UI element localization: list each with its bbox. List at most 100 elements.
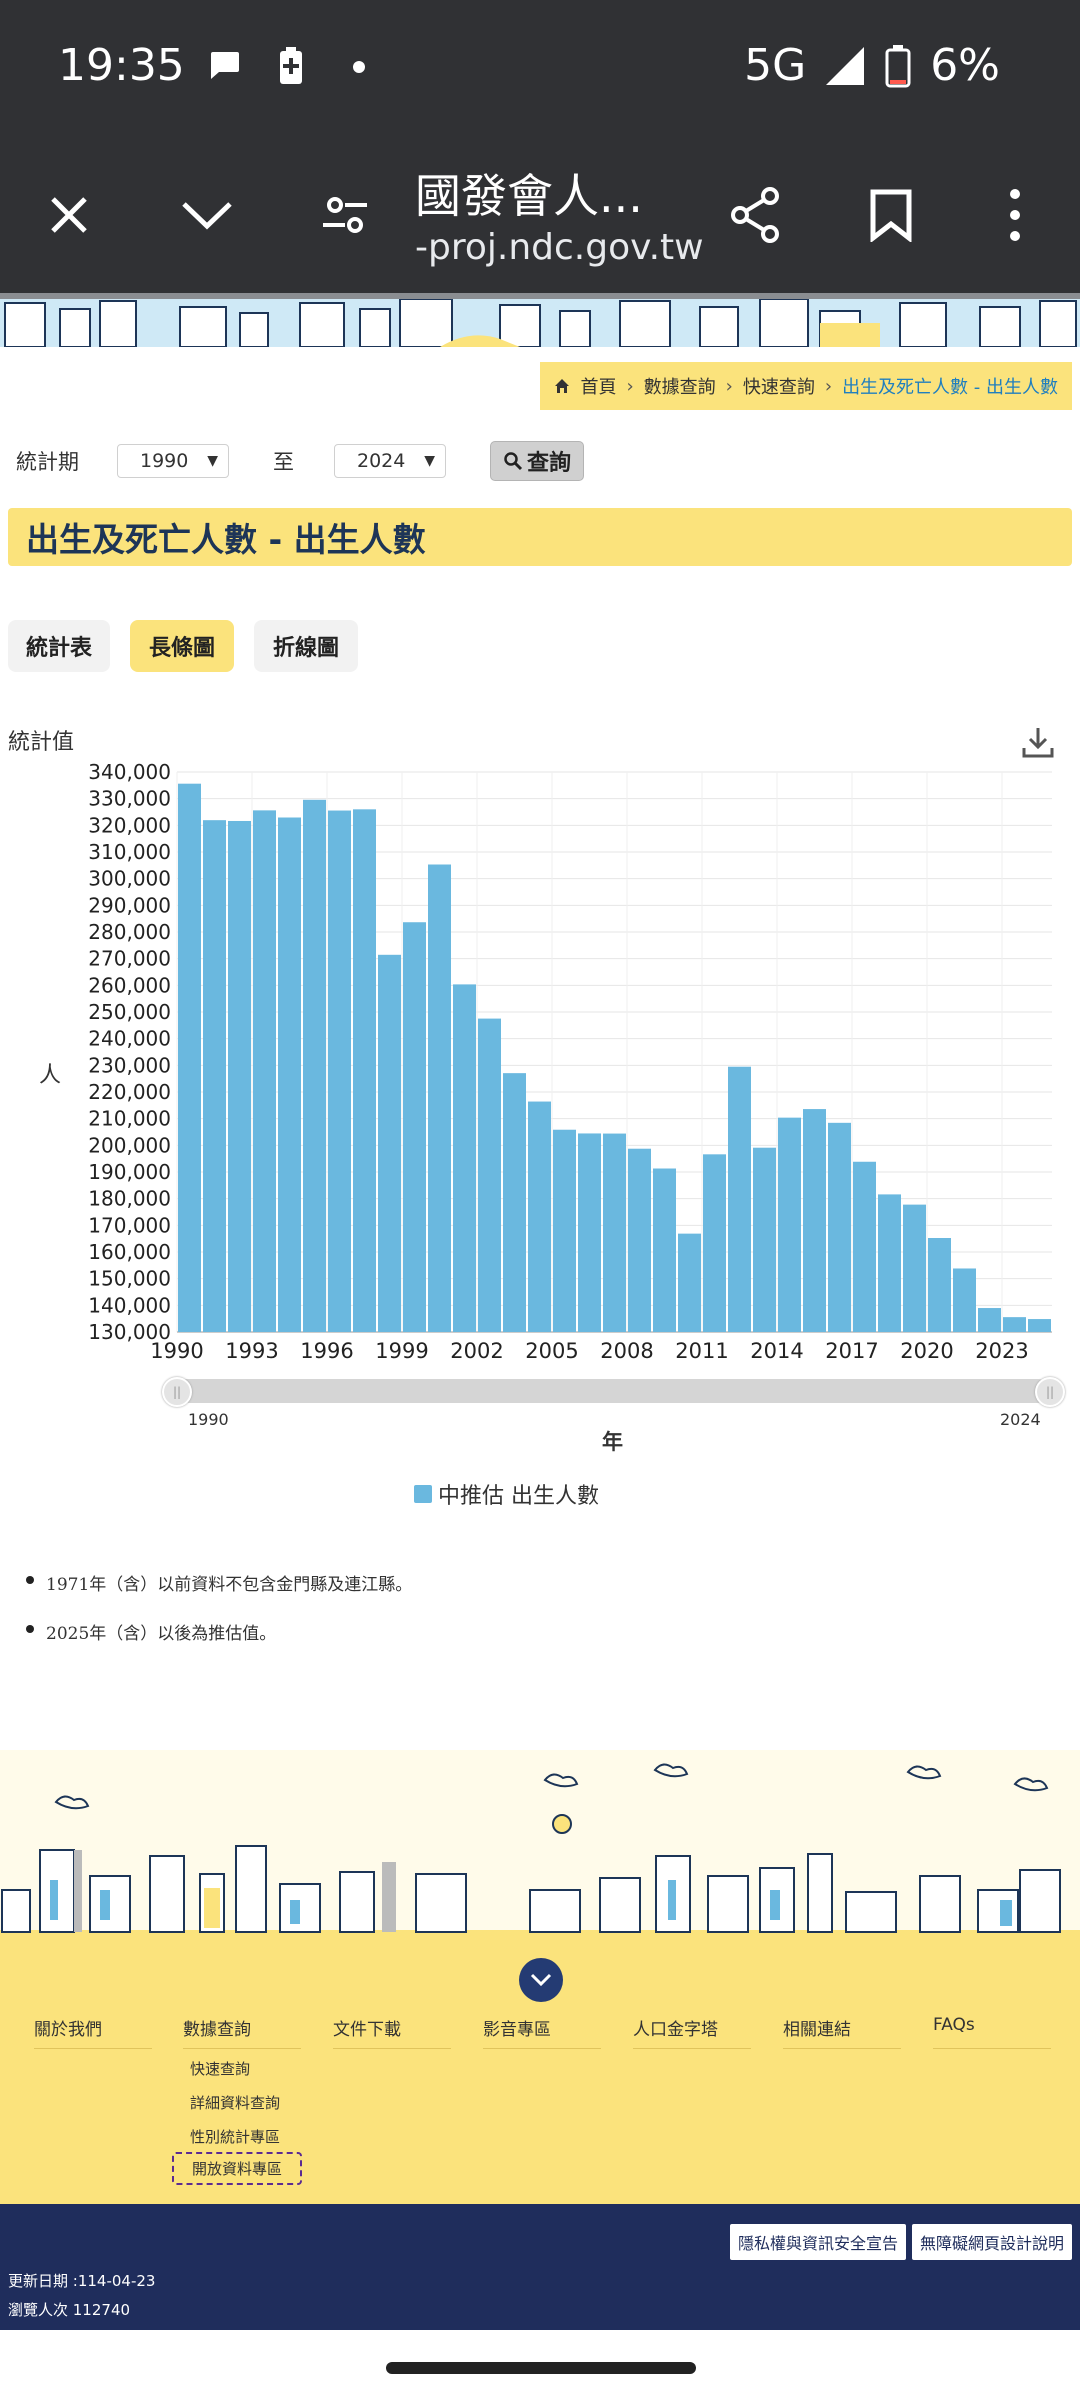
to-year-select[interactable]: 2024 ▼ [334,444,446,478]
bar-2008[interactable] [628,1148,651,1332]
bar-2006[interactable] [578,1133,601,1332]
y-tick-label: 180,000 [88,1187,171,1211]
footer-sub-detail-query[interactable]: 詳細資料查詢 [190,2094,281,2112]
bar-2012[interactable] [728,1066,751,1332]
bar-2000[interactable] [428,864,451,1332]
footer-link-download[interactable]: 文件下載 [333,2020,401,2040]
battery-saver-icon [280,47,302,84]
tab-bar-chart[interactable]: 長條圖 [130,620,234,672]
bar-2016[interactable] [828,1122,851,1332]
y-tick-label: 150,000 [88,1267,171,1291]
bar-2024[interactable] [1028,1319,1051,1332]
range-slider-max-handle[interactable]: || [1035,1377,1065,1407]
bar-2022[interactable] [978,1308,1001,1332]
bar-2018[interactable] [878,1194,901,1332]
bar-1998[interactable] [378,954,401,1332]
bar-2023[interactable] [1003,1317,1026,1332]
bar-1997[interactable] [353,809,376,1332]
status-bar: 19:35 5G 6% [0,0,1080,130]
footer-sub-open-data[interactable]: 開放資料專區 [172,2152,303,2185]
range-slider-track[interactable] [166,1379,1050,1403]
bar-1996[interactable] [328,810,351,1332]
dot-icon [353,61,365,73]
bar-1991[interactable] [203,820,226,1332]
breadcrumb-home[interactable]: 首頁 [580,377,617,398]
bar-2015[interactable] [803,1109,826,1332]
x-tick-label: 1993 [225,1339,278,1363]
download-icon[interactable] [1020,724,1056,760]
scroll-toggle-button[interactable] [519,1958,563,2002]
bar-1993[interactable] [253,810,276,1332]
footer-link-pyramid[interactable]: 人口金字塔 [633,2020,718,2040]
chevron-down-icon [530,1973,552,1987]
footer-sub-quick-query[interactable]: 快速查詢 [190,2060,251,2078]
bar-2020[interactable] [928,1238,951,1332]
footer-link-links[interactable]: 相關連結 [783,2020,851,2040]
bookmark-icon [870,189,912,242]
bar-1992[interactable] [228,820,251,1332]
query-button[interactable]: 查詢 [490,441,585,481]
legend-swatch [414,1485,432,1503]
footer-link-faqs[interactable]: FAQs [933,2015,975,2035]
bar-2002[interactable] [478,1018,501,1332]
close-icon [51,197,87,233]
x-axis-ticks: 1990 1993 1996 1999 2002 2005 2008 2011 2014 2017… [150,1339,1028,1363]
y-tick-label: 260,000 [88,973,171,997]
footer-link-media[interactable]: 影音專區 [483,2020,551,2040]
close-tab-button[interactable] [24,170,114,260]
footer-sub-gender-stats[interactable]: 性別統計專區 [190,2128,281,2146]
y-tick-label: 170,000 [88,1213,171,1237]
breadcrumb-quick-query[interactable]: 快速查詢 [742,377,815,398]
url-display[interactable]: -proj.ndc.gov.tw [415,227,704,268]
bar-2005[interactable] [553,1129,576,1332]
bar-2004[interactable] [528,1101,551,1332]
bar-2001[interactable] [453,984,476,1332]
from-year-select[interactable]: 1990 ▼ [117,444,229,478]
settings-tune-icon [323,197,367,233]
bar-1995[interactable] [303,799,326,1332]
query-row: 統計期 1990 ▼ 至 2024 ▼ 查詢 [4,438,585,484]
footer-link-data[interactable]: 數據查詢 [183,2020,251,2040]
page-title-tab[interactable]: 國發會人... [415,169,643,223]
x-tick-label: 2005 [525,1339,578,1363]
minimize-button[interactable] [162,170,252,260]
dropdown-arrow-icon: ▼ [207,453,218,469]
bar-2021[interactable] [953,1268,976,1332]
privacy-link[interactable]: 隱私權與資訊安全宣告 [730,2224,907,2260]
y-tick-label: 140,000 [88,1293,171,1317]
breadcrumb-data-query[interactable]: 數據查詢 [643,377,716,398]
share-button[interactable] [710,170,800,260]
battery-level: 6% [930,40,1000,91]
bar-2013[interactable] [753,1147,776,1332]
share-icon [731,187,779,243]
y-tick-label: 250,000 [88,1000,171,1024]
bookmark-button[interactable] [846,170,936,260]
bar-1994[interactable] [278,817,301,1332]
bar-2003[interactable] [503,1073,526,1332]
site-settings-button[interactable] [300,170,390,260]
tab-line-chart[interactable]: 折線圖 [254,620,358,672]
bar-2010[interactable] [678,1233,701,1332]
bar-2009[interactable] [653,1168,676,1332]
footer-divider [483,2048,601,2049]
bar-1999[interactable] [403,922,426,1332]
bar-1990[interactable] [178,783,201,1332]
bar-2019[interactable] [903,1204,926,1332]
network-type: 5G [744,40,807,91]
accessibility-link[interactable]: 無障礙網頁設計說明 [912,2224,1073,2260]
bar-2017[interactable] [853,1161,876,1332]
bar-2007[interactable] [603,1133,626,1332]
x-tick-label: 2014 [750,1339,803,1363]
home-gesture-pill[interactable] [386,2362,696,2374]
bar-2011[interactable] [703,1154,726,1332]
bar-2014[interactable] [778,1117,801,1332]
footer-link-about[interactable]: 關於我們 [34,2020,102,2040]
y-tick-label: 160,000 [88,1240,171,1264]
y-tick-label: 240,000 [88,1027,171,1051]
range-slider-min-handle[interactable]: || [162,1377,192,1407]
tab-table[interactable]: 統計表 [8,620,110,672]
x-tick-label: 1996 [300,1339,353,1363]
chart-legend[interactable]: 中推估 出生人數 [414,1478,599,1510]
header-city-banner [0,299,1080,347]
more-options-button[interactable] [970,170,1060,260]
